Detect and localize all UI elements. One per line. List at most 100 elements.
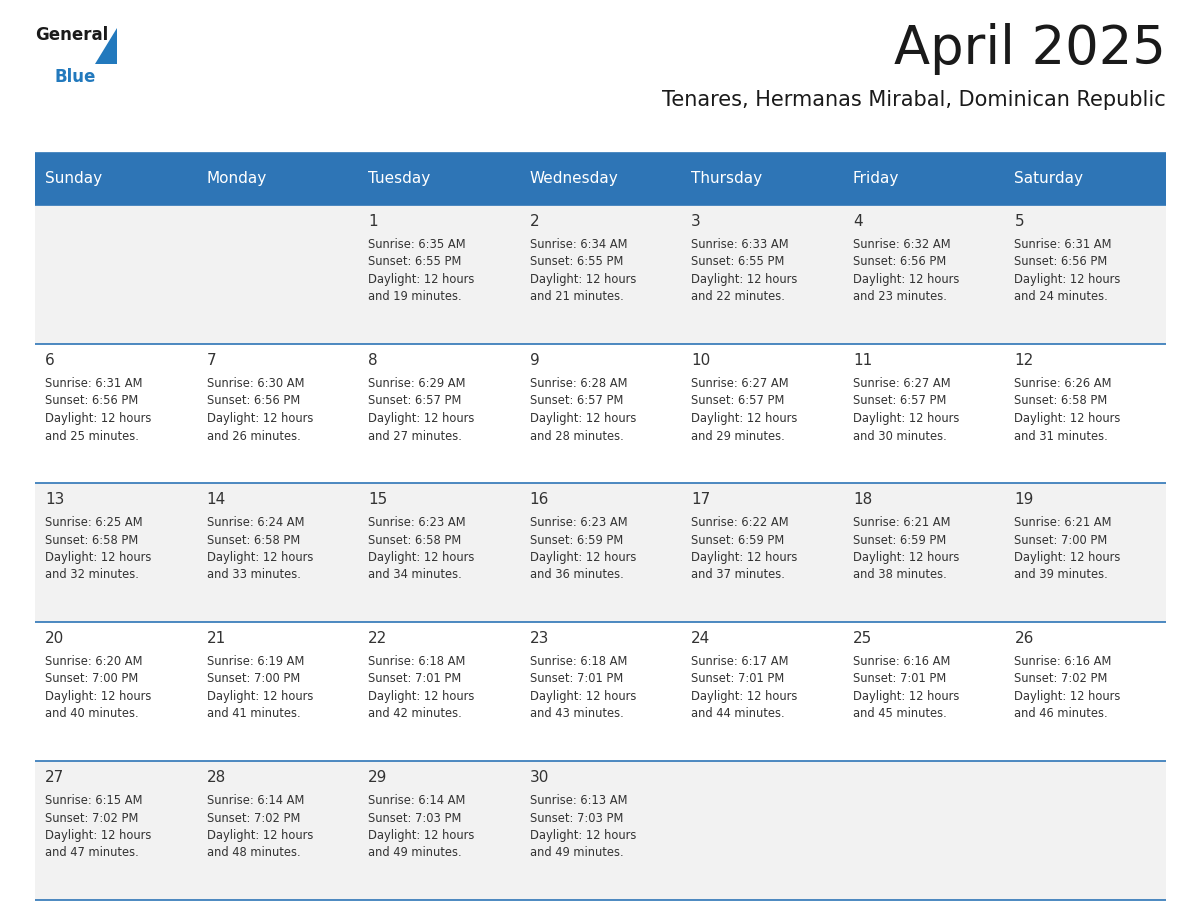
Bar	[34, 344, 196, 483]
Bar	[681, 761, 842, 900]
Text: 25: 25	[853, 631, 872, 646]
Text: and 27 minutes.: and 27 minutes.	[368, 430, 462, 442]
Text: Daylight: 12 hours: Daylight: 12 hours	[853, 551, 959, 564]
Bar	[1004, 761, 1165, 900]
Text: 10: 10	[691, 353, 710, 368]
Text: and 32 minutes.: and 32 minutes.	[45, 568, 139, 581]
Text: 12: 12	[1015, 353, 1034, 368]
Text: Sunset: 7:03 PM: Sunset: 7:03 PM	[368, 812, 461, 824]
Bar	[358, 761, 519, 900]
Text: Sunrise: 6:32 AM: Sunrise: 6:32 AM	[853, 238, 950, 251]
Text: Daylight: 12 hours: Daylight: 12 hours	[368, 690, 474, 703]
Text: Daylight: 12 hours: Daylight: 12 hours	[45, 829, 151, 842]
Text: Daylight: 12 hours: Daylight: 12 hours	[368, 273, 474, 286]
Text: and 42 minutes.: and 42 minutes.	[368, 708, 462, 721]
Bar	[196, 483, 358, 622]
Text: and 21 minutes.: and 21 minutes.	[530, 290, 624, 304]
Text: Sunrise: 6:13 AM: Sunrise: 6:13 AM	[530, 794, 627, 807]
Text: Sunset: 7:00 PM: Sunset: 7:00 PM	[45, 673, 138, 686]
Text: 18: 18	[853, 492, 872, 507]
Text: Sunrise: 6:31 AM: Sunrise: 6:31 AM	[1015, 238, 1112, 251]
Text: and 34 minutes.: and 34 minutes.	[368, 568, 462, 581]
Text: Sunrise: 6:23 AM: Sunrise: 6:23 AM	[530, 516, 627, 529]
Text: Daylight: 12 hours: Daylight: 12 hours	[368, 829, 474, 842]
Text: Sunset: 6:59 PM: Sunset: 6:59 PM	[530, 533, 623, 546]
Text: Tuesday: Tuesday	[368, 172, 430, 186]
Text: Sunset: 7:02 PM: Sunset: 7:02 PM	[207, 812, 299, 824]
Text: Sunset: 7:02 PM: Sunset: 7:02 PM	[1015, 673, 1107, 686]
Text: and 22 minutes.: and 22 minutes.	[691, 290, 785, 304]
Bar	[358, 205, 519, 344]
Text: Daylight: 12 hours: Daylight: 12 hours	[853, 690, 959, 703]
Text: Sunset: 6:57 PM: Sunset: 6:57 PM	[530, 395, 623, 408]
Bar	[681, 344, 842, 483]
Text: Daylight: 12 hours: Daylight: 12 hours	[691, 551, 797, 564]
Text: 23: 23	[530, 631, 549, 646]
Bar	[681, 483, 842, 622]
Text: Sunrise: 6:25 AM: Sunrise: 6:25 AM	[45, 516, 143, 529]
Text: Sunset: 7:01 PM: Sunset: 7:01 PM	[530, 673, 623, 686]
Text: Daylight: 12 hours: Daylight: 12 hours	[1015, 412, 1120, 425]
Text: 9: 9	[530, 353, 539, 368]
Text: and 33 minutes.: and 33 minutes.	[207, 568, 301, 581]
Bar	[358, 153, 519, 205]
Text: Daylight: 12 hours: Daylight: 12 hours	[530, 273, 636, 286]
Text: 5: 5	[1015, 214, 1024, 229]
Text: Daylight: 12 hours: Daylight: 12 hours	[368, 551, 474, 564]
Text: and 26 minutes.: and 26 minutes.	[207, 430, 301, 442]
Text: and 40 minutes.: and 40 minutes.	[45, 708, 139, 721]
Text: 21: 21	[207, 631, 226, 646]
Bar	[358, 622, 519, 761]
Text: Sunrise: 6:18 AM: Sunrise: 6:18 AM	[368, 655, 466, 668]
Text: Daylight: 12 hours: Daylight: 12 hours	[368, 412, 474, 425]
Text: Sunrise: 6:33 AM: Sunrise: 6:33 AM	[691, 238, 789, 251]
Text: 20: 20	[45, 631, 64, 646]
Text: and 23 minutes.: and 23 minutes.	[853, 290, 947, 304]
Text: Daylight: 12 hours: Daylight: 12 hours	[45, 551, 151, 564]
Text: and 45 minutes.: and 45 minutes.	[853, 708, 947, 721]
Bar	[519, 205, 681, 344]
Text: Sunset: 6:57 PM: Sunset: 6:57 PM	[691, 395, 784, 408]
Text: 15: 15	[368, 492, 387, 507]
Text: Sunrise: 6:20 AM: Sunrise: 6:20 AM	[45, 655, 143, 668]
Text: Daylight: 12 hours: Daylight: 12 hours	[691, 412, 797, 425]
Text: and 48 minutes.: and 48 minutes.	[207, 846, 301, 859]
Text: Tenares, Hermanas Mirabal, Dominican Republic: Tenares, Hermanas Mirabal, Dominican Rep…	[662, 90, 1165, 110]
Text: Sunrise: 6:16 AM: Sunrise: 6:16 AM	[1015, 655, 1112, 668]
Text: Daylight: 12 hours: Daylight: 12 hours	[853, 273, 959, 286]
Text: and 28 minutes.: and 28 minutes.	[530, 430, 624, 442]
Text: Daylight: 12 hours: Daylight: 12 hours	[530, 690, 636, 703]
Text: Daylight: 12 hours: Daylight: 12 hours	[691, 273, 797, 286]
Bar	[358, 483, 519, 622]
Text: and 43 minutes.: and 43 minutes.	[530, 708, 624, 721]
Text: Sunrise: 6:27 AM: Sunrise: 6:27 AM	[853, 377, 950, 390]
Text: Thursday: Thursday	[691, 172, 763, 186]
Text: Daylight: 12 hours: Daylight: 12 hours	[207, 551, 312, 564]
Text: and 30 minutes.: and 30 minutes.	[853, 430, 947, 442]
Text: Sunrise: 6:23 AM: Sunrise: 6:23 AM	[368, 516, 466, 529]
Text: 26: 26	[1015, 631, 1034, 646]
Text: Sunset: 6:58 PM: Sunset: 6:58 PM	[1015, 395, 1107, 408]
Text: 11: 11	[853, 353, 872, 368]
Text: Sunset: 7:01 PM: Sunset: 7:01 PM	[691, 673, 784, 686]
Text: and 29 minutes.: and 29 minutes.	[691, 430, 785, 442]
Text: Sunrise: 6:14 AM: Sunrise: 6:14 AM	[368, 794, 466, 807]
Text: Sunset: 6:55 PM: Sunset: 6:55 PM	[691, 255, 784, 268]
Bar	[34, 622, 196, 761]
Text: Sunset: 6:59 PM: Sunset: 6:59 PM	[691, 533, 784, 546]
Text: and 39 minutes.: and 39 minutes.	[1015, 568, 1108, 581]
Text: 19: 19	[1015, 492, 1034, 507]
Text: 22: 22	[368, 631, 387, 646]
Text: Sunrise: 6:35 AM: Sunrise: 6:35 AM	[368, 238, 466, 251]
Text: Sunset: 6:58 PM: Sunset: 6:58 PM	[45, 533, 138, 546]
Text: Daylight: 12 hours: Daylight: 12 hours	[530, 829, 636, 842]
Text: Sunset: 6:56 PM: Sunset: 6:56 PM	[853, 255, 946, 268]
Bar	[1004, 153, 1165, 205]
Text: Sunrise: 6:15 AM: Sunrise: 6:15 AM	[45, 794, 143, 807]
Text: and 49 minutes.: and 49 minutes.	[368, 846, 462, 859]
Text: Sunrise: 6:28 AM: Sunrise: 6:28 AM	[530, 377, 627, 390]
Text: Sunrise: 6:26 AM: Sunrise: 6:26 AM	[1015, 377, 1112, 390]
Text: Sunrise: 6:17 AM: Sunrise: 6:17 AM	[691, 655, 789, 668]
Text: Sunset: 7:02 PM: Sunset: 7:02 PM	[45, 812, 138, 824]
Bar	[358, 344, 519, 483]
